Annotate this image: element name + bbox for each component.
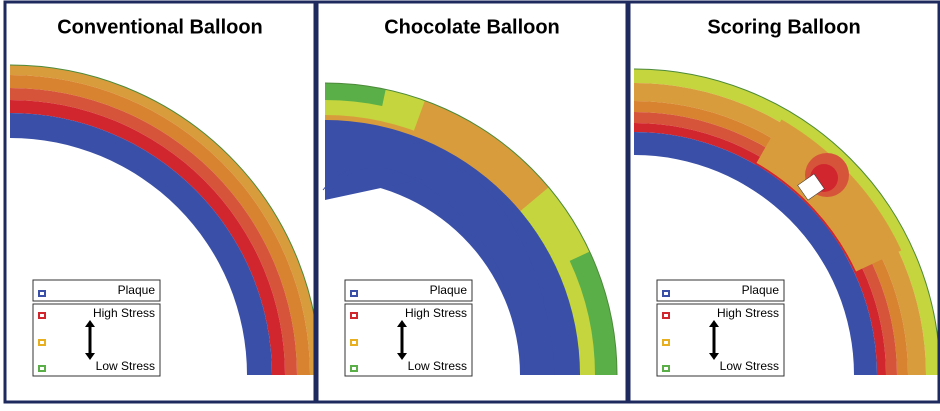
legend-label: High Stress <box>405 306 467 320</box>
legend-swatch <box>350 290 358 297</box>
legend-box <box>344 279 473 302</box>
legend-label: Low Stress <box>96 359 155 373</box>
edge <box>324 82 618 376</box>
legend-box <box>32 279 161 302</box>
arrow-head <box>709 320 719 327</box>
legend-box <box>344 303 473 377</box>
panel <box>633 68 939 375</box>
legend-label: Plaque <box>118 283 156 297</box>
edge <box>633 68 939 359</box>
legend-label: Low Stress <box>720 359 779 373</box>
arrow-head <box>397 320 407 327</box>
arrow-head <box>709 353 719 360</box>
legend-box <box>32 303 161 377</box>
legend-swatch <box>662 312 670 319</box>
score-notch <box>797 173 825 201</box>
panel-border <box>627 0 940 404</box>
panel-title: Conventional Balloon <box>57 16 263 38</box>
arrow-head <box>397 353 407 360</box>
legend-swatch <box>350 365 358 372</box>
legend-swatch <box>662 339 670 346</box>
legend-label: Low Stress <box>408 359 467 373</box>
panel <box>9 64 315 375</box>
arrow-head <box>85 353 95 360</box>
panel-border <box>3 0 317 404</box>
legend-label: Plaque <box>430 283 468 297</box>
legend-label: Plaque <box>742 283 780 297</box>
stress-band <box>744 164 845 265</box>
legend-swatch <box>38 339 46 346</box>
legend-swatch <box>38 365 46 372</box>
edge <box>9 64 315 323</box>
panel <box>322 82 618 376</box>
stress-band <box>325 83 386 107</box>
plaque-bulge <box>325 167 555 375</box>
legend-swatch <box>662 290 670 297</box>
legend-swatch <box>38 290 46 297</box>
arrow-head <box>85 320 95 327</box>
legend-label: High Stress <box>717 306 779 320</box>
legend-box <box>656 303 785 377</box>
stress-band <box>10 113 272 375</box>
stress-band <box>569 251 617 375</box>
panel-title: Scoring Balloon <box>707 16 860 38</box>
legend-label: High Stress <box>93 306 155 320</box>
legend-swatch <box>662 365 670 372</box>
panel-border <box>315 0 629 404</box>
legend-swatch <box>350 339 358 346</box>
panel-title: Chocolate Balloon <box>384 16 560 38</box>
legend-box <box>656 279 785 302</box>
legend-swatch <box>38 312 46 319</box>
crack <box>322 169 351 191</box>
legend-swatch <box>350 312 358 319</box>
